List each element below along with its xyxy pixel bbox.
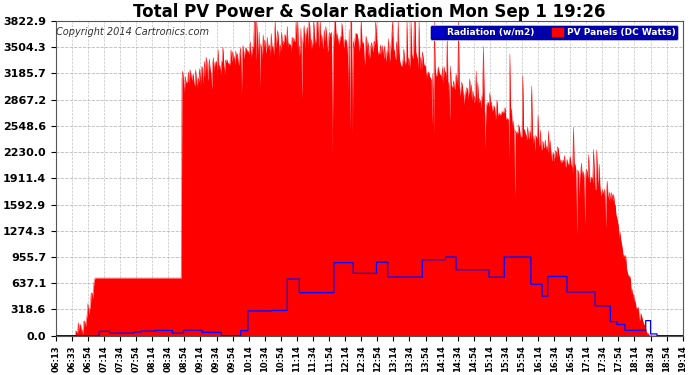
Title: Total PV Power & Solar Radiation Mon Sep 1 19:26: Total PV Power & Solar Radiation Mon Sep… <box>133 3 606 21</box>
Legend: Radiation (w/m2), PV Panels (DC Watts): Radiation (w/m2), PV Panels (DC Watts) <box>430 26 678 40</box>
Text: Copyright 2014 Cartronics.com: Copyright 2014 Cartronics.com <box>57 27 209 37</box>
